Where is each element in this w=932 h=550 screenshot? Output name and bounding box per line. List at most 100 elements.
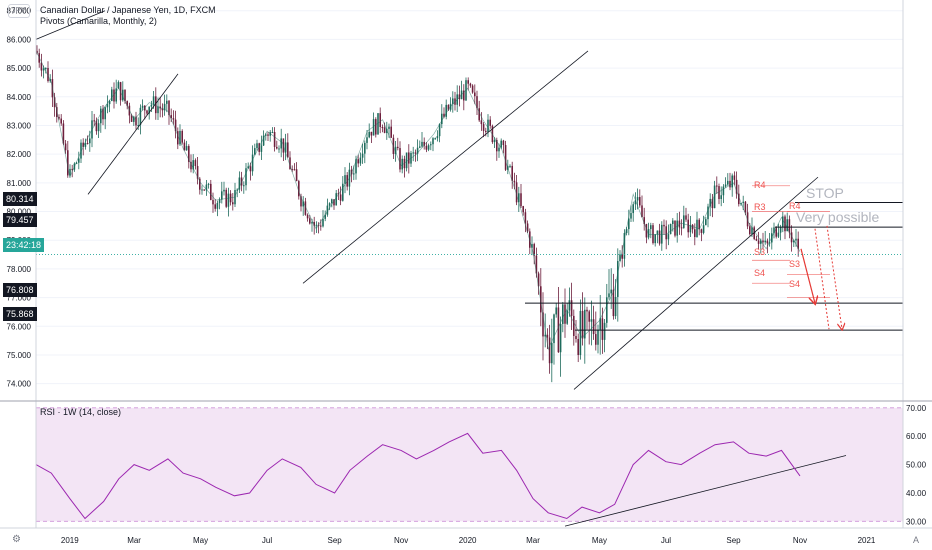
price-candle-body (181, 130, 183, 143)
price-candle-body (357, 159, 359, 164)
price-candle-body (630, 213, 632, 219)
price-candle-body (262, 135, 265, 146)
projection-arrow-dashed (826, 225, 842, 329)
price-candle-body (546, 334, 549, 338)
price-candle-body (260, 145, 263, 152)
price-candle-body (194, 160, 197, 167)
gear-icon[interactable]: ⚙ (12, 534, 21, 545)
pivot-label-s4: S4 (754, 268, 766, 278)
price-candle-body (586, 309, 588, 312)
price-candle-body (361, 153, 364, 158)
price-candle-body (126, 101, 128, 106)
time-tick-label: Jul (661, 536, 671, 545)
price-candle-body (524, 212, 527, 224)
price-candle-body (166, 100, 168, 104)
price-candle-body (709, 198, 711, 207)
projection-arrow-dashed-guide (814, 228, 830, 330)
rsi-legend[interactable]: RSI · 1W (14, close) (40, 407, 122, 417)
price-candle-body (192, 160, 194, 170)
price-candle-body (632, 204, 634, 214)
price-candle-body (390, 126, 392, 138)
price-candle-body (738, 193, 740, 205)
pivots-legend[interactable]: Pivots (Camarilla, Monthly, 2) (40, 16, 157, 26)
price-candle-body (654, 234, 656, 244)
auto-scale-button[interactable]: A (913, 535, 920, 545)
price-candle-body (359, 157, 362, 164)
price-candle-body (115, 88, 117, 102)
price-candle-body (621, 254, 623, 259)
price-candle-body (511, 165, 513, 181)
price-candles (36, 45, 799, 383)
price-candle-body (476, 96, 478, 109)
horizontal-levels (36, 202, 903, 331)
price-tick-label: 85.000 (7, 64, 32, 73)
price-tick-label: 76.000 (7, 322, 32, 331)
price-candle-body (520, 193, 522, 207)
trendline (87, 73, 179, 195)
price-candle-body (489, 119, 491, 126)
price-candle-body (793, 240, 795, 243)
price-candle-body (84, 143, 87, 147)
price-candle-body (196, 166, 199, 179)
price-candle-body (238, 177, 241, 190)
price-candle-body (575, 335, 577, 339)
price-candle-body (733, 175, 736, 180)
price-candle-body (291, 169, 293, 171)
pivot-label-r4-next: R4 (789, 201, 801, 211)
price-candle-body (139, 107, 142, 125)
price-candle-body (533, 244, 535, 256)
price-candle-body (375, 119, 377, 135)
currency-unit-badge[interactable]: JPY (8, 4, 30, 18)
price-candle-body (399, 148, 401, 170)
price-candle-body (232, 202, 234, 205)
price-candle-body (377, 113, 379, 135)
price-candle-body (298, 181, 300, 197)
price-candle-body (157, 106, 159, 114)
price-candle-body (773, 227, 775, 234)
price-candle-body (656, 230, 659, 235)
price-candle-body (113, 89, 115, 102)
price-candle-body (210, 183, 212, 200)
price-candle-body (60, 118, 62, 124)
price-candle-body (309, 218, 311, 224)
pivot-label-s4-next: S4 (789, 279, 801, 289)
price-candle-body (313, 222, 315, 226)
price-candle-body (135, 116, 137, 126)
price-tick-label: 80.000 (7, 208, 32, 217)
price-candle-body (302, 201, 304, 207)
price-candle-body (172, 118, 175, 120)
price-candle-body (513, 180, 516, 183)
symbol-title[interactable]: Canadian Dollar / Japanese Yen, 1D, FXCM (40, 5, 216, 15)
price-candle-body (163, 103, 166, 111)
price-candle-body (69, 168, 71, 176)
price-candle-body (496, 139, 498, 152)
price-candle-body (718, 186, 720, 200)
price-candle-body (731, 175, 733, 188)
price-candle-body (438, 124, 441, 137)
pivot-label-r3: R3 (754, 202, 766, 212)
price-candle-body (364, 142, 366, 154)
price-candle-body (795, 238, 797, 241)
price-candle-body (768, 242, 771, 244)
price-candle-body (276, 146, 278, 149)
price-candle-body (207, 183, 210, 185)
price-candle-body (735, 179, 738, 194)
price-candle-body (265, 134, 267, 136)
price-candle-body (214, 204, 216, 209)
price-tick-label: 83.000 (7, 121, 32, 130)
price-candle-body (137, 124, 139, 126)
price-candle-body (669, 223, 672, 235)
price-candle-body (199, 178, 201, 190)
price-candle-body (124, 89, 126, 102)
price-candle-body (757, 240, 760, 244)
price-candle-body (672, 220, 674, 224)
pivot-levels (752, 185, 830, 298)
price-candle-body (548, 337, 551, 364)
price-candle-body (372, 119, 375, 136)
price-candle-body (430, 144, 432, 146)
price-candle-body (141, 105, 144, 108)
price-candle-body (526, 223, 529, 232)
price-candle-body (328, 203, 331, 206)
price-candle-body (782, 216, 784, 227)
price-candle-body (412, 152, 414, 154)
